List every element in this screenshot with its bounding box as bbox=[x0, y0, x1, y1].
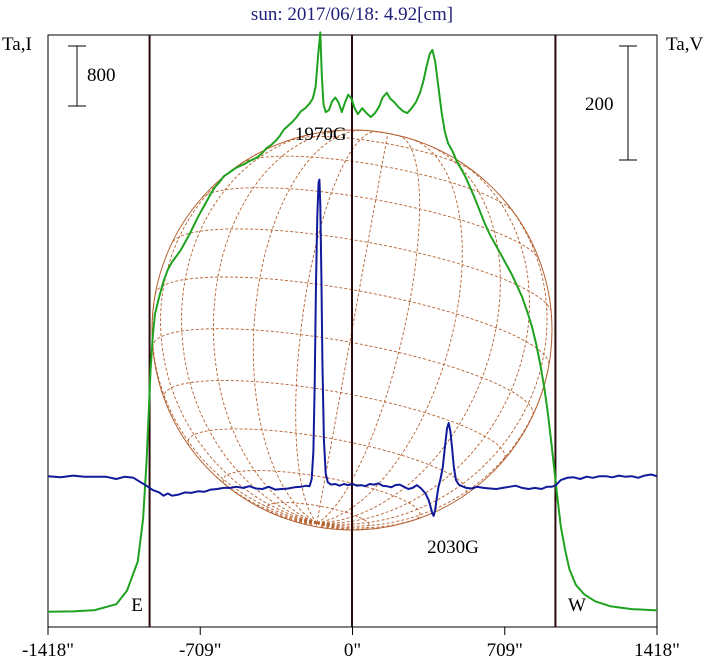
longitude-line bbox=[151, 294, 317, 524]
longitude-line bbox=[252, 129, 363, 524]
scale-bar-right: 200 bbox=[585, 45, 637, 161]
longitude-line bbox=[295, 521, 317, 524]
scale-bar-left-label: 800 bbox=[87, 65, 116, 86]
longitude-line bbox=[316, 145, 501, 524]
longitude-line bbox=[316, 522, 337, 530]
x-tick-label: 0" bbox=[344, 640, 361, 661]
longitude-line bbox=[316, 158, 530, 524]
scale-bar-right-label: 200 bbox=[585, 94, 614, 115]
x-tick-label: -1418" bbox=[22, 640, 74, 661]
longitude-line bbox=[210, 471, 317, 524]
series-line-v bbox=[47, 178, 658, 517]
series-line-i bbox=[47, 31, 658, 613]
scale-bar-left: 800 bbox=[68, 45, 116, 107]
longitude-line bbox=[315, 522, 318, 527]
series-layer bbox=[47, 31, 658, 613]
longitude-line bbox=[316, 133, 389, 523]
latitude-line bbox=[222, 470, 421, 521]
latitude-line bbox=[163, 380, 506, 462]
longitude-line bbox=[316, 195, 548, 525]
limb-label-w: W bbox=[568, 595, 586, 616]
longitude-line bbox=[316, 365, 550, 527]
longitude-line bbox=[316, 511, 435, 529]
latitude-line bbox=[187, 428, 467, 497]
longitude-line bbox=[316, 522, 353, 531]
longitude-line bbox=[308, 522, 318, 526]
solar-disk bbox=[151, 129, 553, 531]
latitude-line bbox=[172, 228, 552, 311]
limb-lines bbox=[148, 35, 557, 627]
chart-title: sun: 2017/06/18: 4.92[cm] bbox=[251, 4, 453, 25]
longitude-line bbox=[316, 522, 380, 530]
longitude-line bbox=[316, 522, 325, 529]
longitude-line bbox=[295, 131, 378, 524]
annotations: 1970G 2030G bbox=[295, 124, 479, 558]
longitude-line bbox=[160, 151, 318, 524]
longitude-line bbox=[256, 505, 317, 524]
limb-label-e: E bbox=[131, 595, 143, 616]
latitude-line bbox=[355, 129, 420, 143]
x-axis-ticks: -1418" -709" 0" 709" 1418" bbox=[22, 627, 680, 661]
latitude-line bbox=[241, 155, 515, 213]
longitude-line bbox=[280, 516, 317, 524]
x-tick-label: 1418" bbox=[634, 640, 680, 661]
x-tick-label: 709" bbox=[487, 640, 523, 661]
x-tick-label: -709" bbox=[179, 640, 222, 661]
latitude-line bbox=[152, 328, 534, 417]
annotation-label: 1970G bbox=[295, 124, 347, 145]
y-axis-label-right: Ta,V bbox=[666, 34, 703, 55]
annotation-label: 2030G bbox=[427, 537, 479, 558]
longitude-line bbox=[316, 134, 421, 524]
longitude-line bbox=[316, 139, 463, 524]
latitude-line bbox=[201, 187, 540, 260]
y-axis-label-left: Ta,I bbox=[2, 34, 32, 55]
longitude-line bbox=[181, 132, 318, 524]
